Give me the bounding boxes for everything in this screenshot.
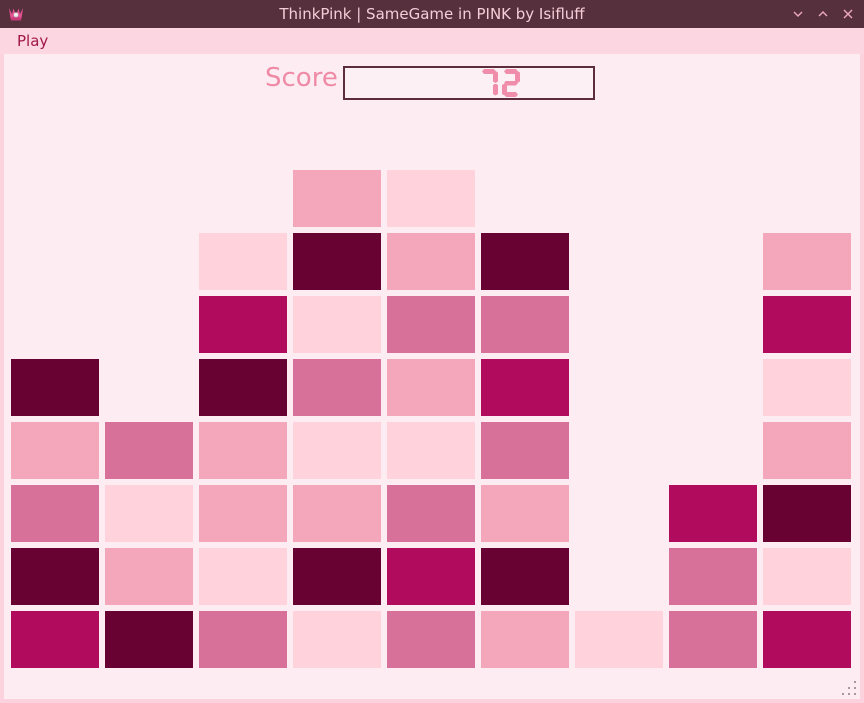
medium-pink-tile[interactable] bbox=[293, 170, 381, 227]
dark-maroon-tile[interactable] bbox=[11, 548, 99, 605]
empty-cell bbox=[575, 359, 663, 416]
magenta-tile[interactable] bbox=[199, 296, 287, 353]
magenta-tile[interactable] bbox=[763, 611, 851, 668]
game-board bbox=[11, 170, 851, 668]
magenta-tile[interactable] bbox=[387, 548, 475, 605]
light-pink-tile[interactable] bbox=[763, 548, 851, 605]
menu-item-play[interactable]: Play bbox=[17, 32, 49, 50]
rose-tile[interactable] bbox=[199, 611, 287, 668]
magenta-tile[interactable] bbox=[481, 359, 569, 416]
rose-tile[interactable] bbox=[481, 296, 569, 353]
medium-pink-tile[interactable] bbox=[293, 485, 381, 542]
light-pink-tile[interactable] bbox=[293, 296, 381, 353]
empty-cell bbox=[11, 233, 99, 290]
rose-tile[interactable] bbox=[669, 611, 757, 668]
resize-grip[interactable] bbox=[842, 681, 857, 696]
dark-maroon-tile[interactable] bbox=[11, 359, 99, 416]
empty-cell bbox=[575, 485, 663, 542]
score-label: Score bbox=[265, 63, 338, 93]
medium-pink-tile[interactable] bbox=[387, 359, 475, 416]
lcd-digit bbox=[480, 69, 498, 97]
game-area: Score bbox=[4, 54, 860, 699]
minimize-button[interactable] bbox=[790, 6, 806, 22]
chevron-down-icon bbox=[793, 11, 803, 17]
light-pink-tile[interactable] bbox=[387, 170, 475, 227]
magenta-tile[interactable] bbox=[669, 485, 757, 542]
empty-cell bbox=[575, 296, 663, 353]
score-value bbox=[480, 69, 520, 97]
medium-pink-tile[interactable] bbox=[199, 422, 287, 479]
rose-tile[interactable] bbox=[293, 359, 381, 416]
window-title: ThinkPink | SameGame in PINK by Isifluff bbox=[279, 5, 585, 23]
rose-tile[interactable] bbox=[481, 422, 569, 479]
empty-cell bbox=[11, 296, 99, 353]
medium-pink-tile[interactable] bbox=[763, 233, 851, 290]
empty-cell bbox=[575, 170, 663, 227]
light-pink-tile[interactable] bbox=[387, 422, 475, 479]
maximize-button[interactable] bbox=[815, 6, 831, 22]
empty-cell bbox=[105, 296, 193, 353]
empty-cell bbox=[669, 170, 757, 227]
dark-maroon-tile[interactable] bbox=[293, 548, 381, 605]
light-pink-tile[interactable] bbox=[199, 233, 287, 290]
dark-maroon-tile[interactable] bbox=[481, 548, 569, 605]
empty-cell bbox=[575, 548, 663, 605]
lcd-digit bbox=[502, 69, 520, 97]
dark-maroon-tile[interactable] bbox=[763, 485, 851, 542]
medium-pink-tile[interactable] bbox=[481, 611, 569, 668]
rose-tile[interactable] bbox=[387, 485, 475, 542]
medium-pink-tile[interactable] bbox=[763, 422, 851, 479]
dark-maroon-tile[interactable] bbox=[199, 359, 287, 416]
empty-cell bbox=[575, 422, 663, 479]
empty-cell bbox=[105, 233, 193, 290]
empty-cell bbox=[105, 170, 193, 227]
crown-icon bbox=[7, 5, 25, 23]
rose-tile[interactable] bbox=[105, 422, 193, 479]
titlebar[interactable]: ThinkPink | SameGame in PINK by Isifluff bbox=[0, 0, 864, 28]
empty-cell bbox=[669, 359, 757, 416]
light-pink-tile[interactable] bbox=[763, 359, 851, 416]
light-pink-tile[interactable] bbox=[105, 485, 193, 542]
medium-pink-tile[interactable] bbox=[11, 422, 99, 479]
dark-maroon-tile[interactable] bbox=[105, 611, 193, 668]
rose-tile[interactable] bbox=[669, 548, 757, 605]
empty-cell bbox=[199, 170, 287, 227]
empty-cell bbox=[105, 359, 193, 416]
light-pink-tile[interactable] bbox=[293, 611, 381, 668]
dark-maroon-tile[interactable] bbox=[481, 233, 569, 290]
score-lcd-display bbox=[343, 66, 595, 100]
menubar: Play bbox=[0, 28, 864, 54]
medium-pink-tile[interactable] bbox=[387, 233, 475, 290]
medium-pink-tile[interactable] bbox=[481, 485, 569, 542]
window-controls bbox=[790, 0, 856, 28]
rose-tile[interactable] bbox=[387, 611, 475, 668]
close-icon bbox=[843, 9, 853, 19]
empty-cell bbox=[481, 170, 569, 227]
light-pink-tile[interactable] bbox=[575, 611, 663, 668]
empty-cell bbox=[575, 233, 663, 290]
chevron-up-icon bbox=[818, 11, 828, 17]
light-pink-tile[interactable] bbox=[293, 422, 381, 479]
empty-cell bbox=[11, 170, 99, 227]
empty-cell bbox=[669, 233, 757, 290]
medium-pink-tile[interactable] bbox=[105, 548, 193, 605]
empty-cell bbox=[669, 296, 757, 353]
rose-tile[interactable] bbox=[387, 296, 475, 353]
medium-pink-tile[interactable] bbox=[199, 485, 287, 542]
dark-maroon-tile[interactable] bbox=[293, 233, 381, 290]
close-button[interactable] bbox=[840, 6, 856, 22]
rose-tile[interactable] bbox=[11, 485, 99, 542]
empty-cell bbox=[763, 170, 851, 227]
light-pink-tile[interactable] bbox=[199, 548, 287, 605]
magenta-tile[interactable] bbox=[763, 296, 851, 353]
magenta-tile[interactable] bbox=[11, 611, 99, 668]
empty-cell bbox=[669, 422, 757, 479]
